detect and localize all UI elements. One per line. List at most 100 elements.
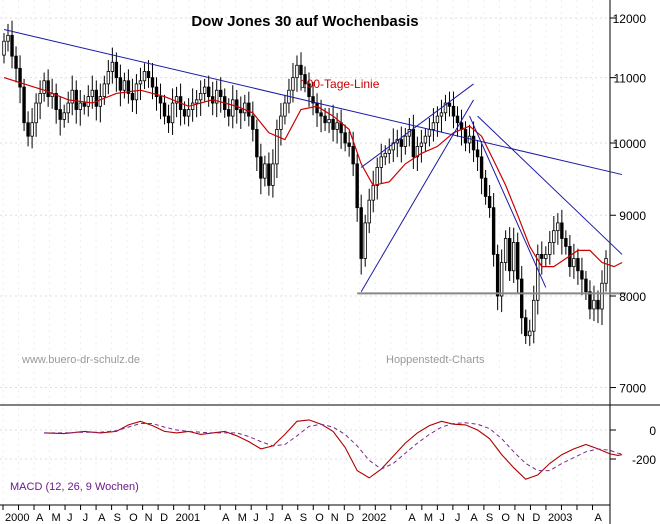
month-tick-label: S — [300, 512, 307, 524]
month-tick-label: S — [114, 512, 121, 524]
candle-body — [467, 135, 472, 144]
candle-body — [239, 109, 243, 114]
candle-body — [38, 93, 42, 104]
macd-line — [44, 419, 623, 480]
month-tick-label: D — [346, 512, 354, 524]
candle-body — [431, 122, 436, 130]
candle-body — [367, 199, 371, 224]
month-tick-label: J — [269, 512, 275, 524]
candle-body — [487, 196, 492, 209]
candle-body — [22, 86, 26, 124]
month-tick-label: A — [284, 512, 292, 524]
candle-body — [146, 71, 151, 79]
candle-body — [411, 129, 416, 158]
candle-body — [592, 299, 596, 310]
month-tick-label: A — [408, 512, 416, 524]
candle-body — [463, 129, 468, 144]
candle-body — [403, 135, 408, 147]
price-tick-label: 10000 — [613, 137, 647, 151]
price-ticks: 7000 8000 9000 10000 11000 12000 — [610, 12, 646, 396]
macd-group — [44, 419, 623, 480]
candle-body — [170, 102, 175, 124]
candle-body — [82, 102, 86, 107]
candle-body — [596, 299, 600, 310]
candle-body — [303, 74, 307, 85]
price-tick-label: 9000 — [619, 209, 646, 223]
candle-body — [415, 146, 420, 158]
month-tick-label: J — [439, 512, 445, 524]
candle-body — [18, 67, 22, 88]
candle-body — [495, 254, 500, 297]
trendline — [469, 115, 547, 288]
month-tick-label: J — [67, 512, 73, 524]
candle-body — [138, 80, 143, 85]
price-tick-label: 7000 — [619, 382, 646, 396]
candle-body — [516, 242, 520, 280]
candle-body — [102, 83, 107, 98]
candle-body — [479, 156, 484, 179]
month-tick-label: D — [532, 512, 540, 524]
month-tick-label: A — [222, 512, 230, 524]
candles — [2, 20, 608, 346]
candle-body — [343, 132, 347, 144]
candle-body — [471, 135, 476, 151]
month-tick-label: 2000 — [5, 512, 29, 524]
ma100-label: 100-Tage-Linie — [300, 77, 380, 91]
candle-body — [114, 61, 119, 79]
candle-body — [351, 146, 355, 165]
candle-body — [158, 96, 163, 104]
trendline — [477, 115, 623, 255]
candle-body — [347, 142, 351, 147]
candle-body — [122, 80, 127, 91]
trendline — [360, 99, 474, 292]
candle-body — [34, 102, 38, 124]
candle-body — [556, 222, 560, 232]
month-tick-label: 2002 — [362, 512, 386, 524]
month-tick-label: O — [315, 512, 324, 524]
candle-body — [186, 109, 191, 117]
candle-body — [219, 89, 223, 98]
candle-body — [174, 96, 179, 104]
candle-body — [247, 102, 251, 117]
candle-body — [335, 122, 339, 130]
month-tick-label: O — [501, 512, 510, 524]
candle-body — [379, 156, 383, 168]
month-tick-label: O — [129, 512, 138, 524]
candle-body — [371, 185, 375, 201]
candle-body — [524, 317, 528, 337]
candle-body — [130, 93, 135, 101]
candle-body — [499, 262, 504, 297]
macd-tick-label: 0 — [649, 424, 656, 438]
candle-body — [427, 129, 432, 137]
candle-body — [507, 238, 512, 272]
candle-body — [182, 109, 187, 117]
candle-body — [106, 71, 111, 85]
trendline — [360, 83, 474, 168]
candle-body — [283, 102, 287, 117]
price-tick-label: 11000 — [614, 72, 647, 86]
candle-body — [315, 102, 319, 114]
candle-body — [399, 139, 404, 147]
candle-body — [511, 242, 516, 272]
candle-body — [14, 55, 18, 69]
price-tick-label: 8000 — [619, 290, 646, 304]
candle-body — [588, 291, 592, 310]
candle-body — [94, 89, 99, 107]
candle-body — [86, 96, 90, 107]
watermark-right: Hoppenstedt-Charts — [386, 354, 485, 366]
candle-body — [323, 115, 327, 124]
candle-body — [279, 115, 283, 130]
candle-body — [319, 112, 323, 117]
candle-body — [235, 99, 239, 110]
candle-body — [423, 135, 428, 144]
candle-body — [227, 109, 231, 117]
candle-body — [98, 96, 103, 107]
candle-body — [26, 122, 30, 137]
candle-body — [528, 330, 532, 337]
candle-body — [552, 230, 556, 243]
candle-body — [134, 83, 139, 101]
month-tick-label: 2003 — [548, 512, 572, 524]
candle-body — [10, 34, 14, 57]
